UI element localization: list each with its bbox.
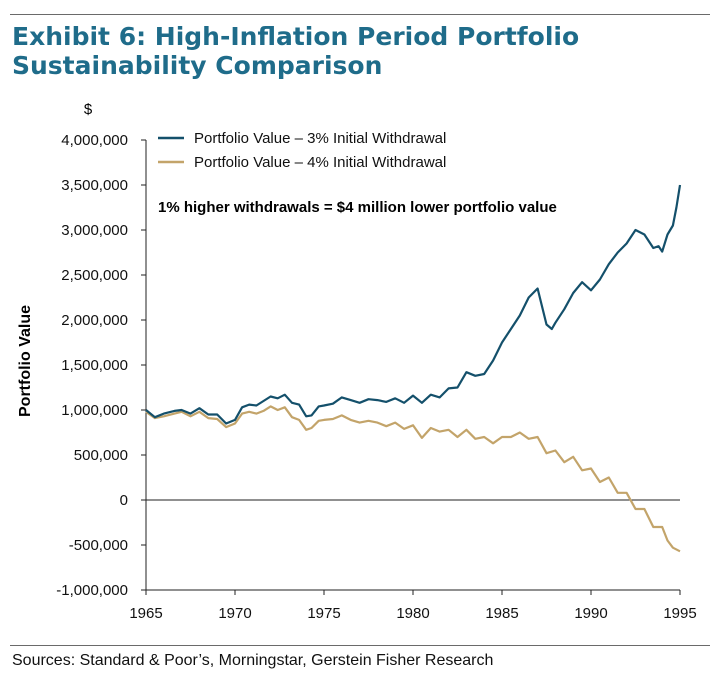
y-tick-label: 500,000 — [74, 447, 128, 464]
source-note: Sources: Standard & Poor’s, Morningstar,… — [12, 652, 494, 669]
x-axis: 1965 1970 1975 1980 1985 1990 1995 — [129, 499, 697, 622]
bottom-rule — [10, 645, 710, 646]
y-tick-label: -1,000,000 — [56, 582, 128, 599]
y-tick-label: 0 — [120, 492, 128, 509]
title-line-1: Exhibit 6: High-Inflation Period Portfol… — [12, 22, 580, 51]
legend-item-4pct-label: Portfolio Value – 4% Initial Withdrawal — [194, 154, 446, 171]
x-tick-label: 1965 — [129, 605, 162, 622]
line-chart: -1,000,000 -500,000 0 500,000 1,000,000 1,500… — [17, 101, 697, 622]
y-tick-label: 4,000,000 — [61, 132, 128, 149]
series-line-3pct — [145, 184, 682, 425]
y-tick-label: 2,000,000 — [61, 312, 128, 329]
series-line-4pct — [145, 405, 681, 553]
x-tick-label: 1970 — [218, 605, 251, 622]
y-axis-label: Portfolio Value — [17, 305, 34, 417]
legend-item-3pct-label: Portfolio Value – 3% Initial Withdrawal — [194, 130, 446, 147]
x-tick-label: 1975 — [307, 605, 340, 622]
x-tick-label: 1995 — [663, 605, 696, 622]
title-line-2: Sustainability Comparison — [12, 51, 383, 80]
y-tick-label: 2,500,000 — [61, 267, 128, 284]
top-rule — [10, 14, 710, 15]
y-axis-unit: $ — [84, 101, 93, 118]
page-title: Exhibit 6: High-Inflation Period Portfol… — [12, 22, 702, 80]
y-axis: -1,000,000 -500,000 0 500,000 1,000,000 1,500… — [56, 132, 147, 599]
x-tick-label: 1990 — [574, 605, 607, 622]
chart-annotation: 1% higher withdrawals = $4 million lower… — [158, 199, 557, 216]
y-tick-label: 3,500,000 — [61, 177, 128, 194]
x-tick-label: 1985 — [485, 605, 518, 622]
y-tick-label: -500,000 — [69, 537, 128, 554]
x-tick-label: 1980 — [396, 605, 429, 622]
chart-series — [145, 184, 682, 553]
y-tick-label: 1,500,000 — [61, 357, 128, 374]
chart-legend: Portfolio Value – 3% Initial Withdrawal P… — [158, 130, 446, 171]
y-tick-label: 1,000,000 — [61, 402, 128, 419]
y-tick-label: 3,000,000 — [61, 222, 128, 239]
